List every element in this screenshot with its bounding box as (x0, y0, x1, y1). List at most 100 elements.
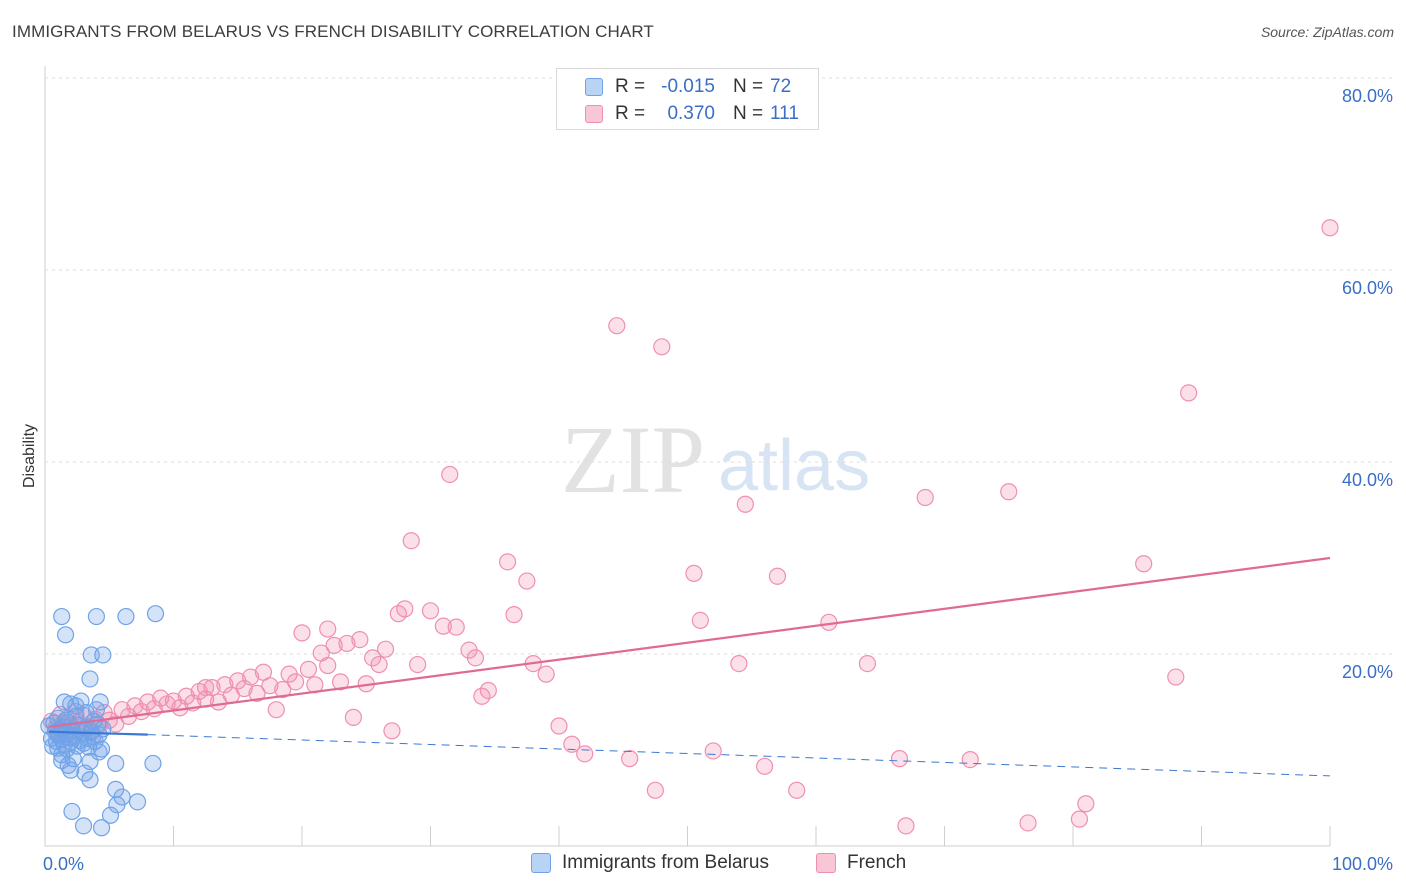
correlation-legend: R = -0.015 N = 72 R = 0.370 N = 111 (556, 68, 819, 130)
belarus-trend-line (48, 730, 148, 736)
french-point (396, 600, 414, 618)
french-point (164, 692, 183, 710)
french-point (550, 717, 568, 735)
french-point (685, 564, 703, 582)
belarus-point (81, 670, 99, 688)
belarus-trend-extension (147, 734, 1331, 777)
french-point (890, 750, 909, 768)
french-point (409, 655, 427, 674)
french-point (286, 673, 305, 691)
french-point (537, 665, 555, 683)
french-point (646, 781, 664, 799)
legend-r-value: 0.370 (667, 103, 715, 124)
data-points (40, 219, 1339, 837)
belarus-point (90, 743, 108, 761)
legend-row-belarus: R = -0.015 N = 72 (557, 74, 818, 100)
french-point (447, 618, 465, 636)
legend-n-value: 111 (770, 103, 799, 124)
belarus-point (146, 605, 165, 623)
french-point (383, 722, 401, 740)
legend-r-value: -0.015 (661, 76, 715, 97)
french-point (704, 742, 722, 760)
series-legend: Immigrants from Belarus French (0, 850, 1406, 880)
series-swatch-french (816, 853, 836, 873)
y-tick-label: 60.0% (1342, 278, 1393, 298)
french-point (736, 495, 754, 513)
french-point (897, 817, 915, 835)
french-point (107, 715, 125, 733)
french-point (421, 602, 440, 620)
legend-r-label: R = (615, 103, 646, 124)
gridlines (45, 77, 1392, 655)
legend-r-label: R = (615, 76, 646, 97)
french-point (338, 634, 356, 653)
french-point (293, 624, 311, 642)
french-point (344, 708, 362, 726)
y-tick-label: 20.0% (1342, 662, 1393, 682)
legend-swatch-french (585, 105, 603, 123)
french-point (319, 656, 337, 675)
belarus-point (53, 751, 71, 770)
belarus-point (108, 796, 126, 814)
legend-swatch-belarus (585, 78, 603, 96)
tick-labels: 20.0% 40.0% 60.0% 80.0% 0.0% 100.0% (43, 86, 1393, 874)
french-point (434, 617, 452, 635)
y-axis-label: Disability (21, 424, 38, 488)
legend-row-french: R = 0.370 N = 111 (557, 101, 818, 127)
french-point (152, 689, 170, 707)
x-tick-label: 0.0% (43, 854, 84, 874)
french-point (755, 757, 774, 775)
french-point (1135, 555, 1153, 573)
french-point (274, 680, 292, 699)
belarus-point (63, 802, 81, 821)
belarus-point (81, 771, 99, 789)
french-point (1077, 795, 1095, 813)
belarus-point (67, 697, 85, 715)
french-point (499, 553, 517, 571)
belarus-point (144, 754, 162, 773)
french-point (376, 640, 395, 658)
belarus-point (107, 754, 125, 773)
trend-lines (48, 556, 1331, 777)
french-trend-line (48, 556, 1331, 729)
belarus-point (91, 693, 109, 711)
french-point (139, 693, 157, 711)
french-point (364, 649, 382, 667)
series-label-belarus: Immigrants from Belarus (562, 852, 769, 873)
series-label-french: French (847, 852, 907, 873)
legend-n-label: N = (733, 76, 764, 97)
french-point (126, 697, 144, 715)
french-point (402, 532, 420, 550)
french-point (331, 673, 350, 691)
french-point (319, 620, 337, 638)
chart-title: IMMIGRANTS FROM BELARUS VS FRENCH DISABI… (12, 22, 654, 41)
watermark-atlas: atlas (718, 426, 870, 506)
french-point (473, 687, 491, 705)
series-swatch-belarus (531, 853, 551, 873)
french-point (216, 676, 234, 694)
french-point (466, 649, 485, 667)
watermark-zip: ZIP (561, 406, 705, 513)
french-point (479, 681, 497, 700)
french-point (730, 654, 748, 673)
belarus-point (128, 793, 147, 811)
french-point (1180, 384, 1198, 402)
french-point (267, 701, 285, 719)
french-point (441, 465, 459, 484)
french-point (299, 660, 318, 678)
french-point (1167, 668, 1185, 686)
french-point (1321, 219, 1339, 237)
belarus-point (87, 607, 106, 626)
y-tick-label: 40.0% (1342, 470, 1393, 490)
french-point (261, 677, 279, 695)
french-point (1070, 810, 1089, 828)
belarus-point (80, 738, 98, 756)
belarus-point (94, 646, 112, 664)
french-point (325, 636, 343, 654)
belarus-point (53, 607, 71, 626)
french-point (197, 678, 215, 697)
belarus-point (56, 626, 75, 644)
french-point (505, 606, 523, 624)
source-label: Source: ZipAtlas.com (1260, 24, 1394, 40)
french-point (370, 655, 388, 674)
